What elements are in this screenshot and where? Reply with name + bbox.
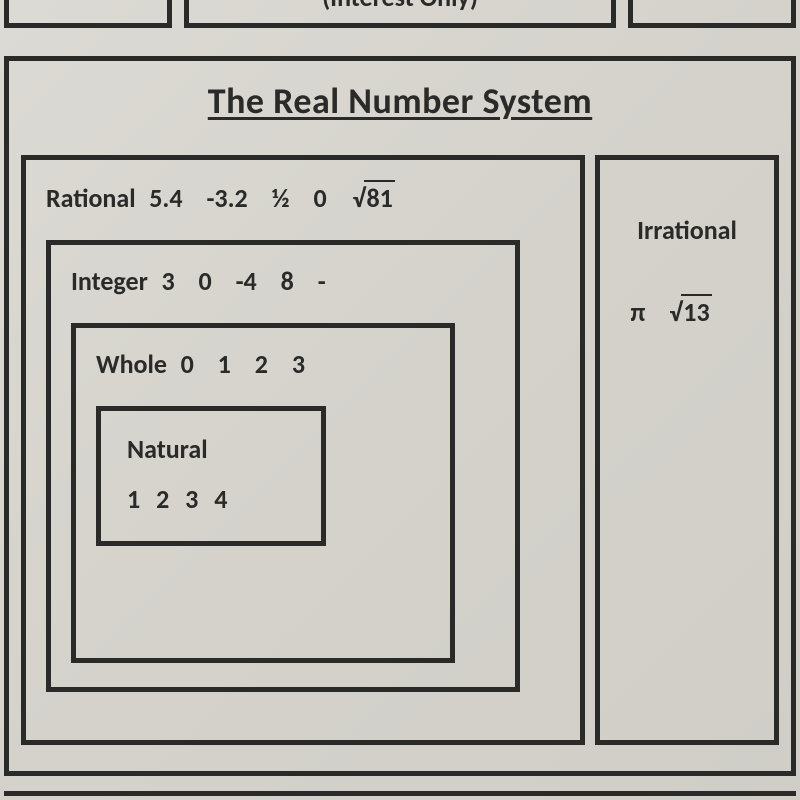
whole-label: Whole: [96, 348, 167, 380]
real-number-system-box: The Real Number System Rational 5.4 -3.2…: [4, 56, 796, 776]
irrational-sqrt-ex: 13: [667, 296, 727, 328]
rational-sqrt-ex: 81: [351, 182, 395, 214]
integer-ex: -: [318, 265, 326, 297]
integer-ex: 3: [161, 265, 174, 297]
integer-ex: -4: [236, 265, 257, 297]
natural-examples: 1 2 3 4: [127, 483, 295, 515]
top-right-box: [628, 0, 796, 28]
rational-ex: -3.2: [206, 182, 247, 214]
rational-ex: ½: [272, 182, 290, 214]
rational-ex: 0: [313, 182, 326, 214]
rational-ex: 5.4: [149, 182, 182, 214]
natural-label: Natural: [127, 433, 295, 465]
natural-ex: 3: [185, 483, 198, 515]
whole-ex: 3: [292, 348, 305, 380]
integer-box: Integer 3 0 -4 8 - Whole 0 1 2: [46, 240, 520, 692]
integer-ex: 0: [199, 265, 212, 297]
interest-only-label: (Interest Only): [322, 0, 478, 13]
whole-examples: 0 1 2 3: [181, 348, 305, 380]
irrational-pi: π: [630, 296, 645, 328]
natural-ex: 1: [127, 483, 140, 515]
natural-ex: 2: [156, 483, 169, 515]
bottom-rule: [4, 791, 796, 796]
rational-label: Rational: [46, 182, 136, 214]
rational-examples: 5.4 -3.2 ½ 0 81: [149, 182, 395, 214]
irrational-label: Irrational: [610, 214, 764, 246]
top-left-box: [4, 0, 172, 28]
integer-examples: 3 0 -4 8 -: [161, 265, 325, 297]
integer-ex: 8: [281, 265, 294, 297]
columns: Rational 5.4 -3.2 ½ 0 81 Integer 3 0 -4 …: [21, 155, 779, 745]
rational-box: Rational 5.4 -3.2 ½ 0 81 Integer 3 0 -4 …: [21, 155, 585, 745]
whole-ex: 0: [181, 348, 194, 380]
top-boxes-row: (Interest Only): [0, 0, 800, 28]
rational-sqrt-radicand: 81: [364, 180, 394, 214]
whole-ex: 1: [218, 348, 231, 380]
top-mid-box: (Interest Only): [184, 0, 616, 28]
page: (Interest Only) The Real Number System R…: [0, 0, 800, 800]
irrational-box: Irrational π 13: [595, 155, 779, 745]
whole-box: Whole 0 1 2 3 Natural 1 2 3: [71, 323, 455, 663]
whole-ex: 2: [255, 348, 268, 380]
page-title: The Real Number System: [21, 79, 779, 123]
integer-label: Integer: [71, 265, 148, 297]
irrational-sqrt-radicand: 13: [681, 294, 711, 328]
natural-box: Natural 1 2 3 4: [96, 406, 326, 546]
natural-ex: 4: [214, 483, 227, 515]
irrational-examples: π 13: [610, 296, 764, 328]
